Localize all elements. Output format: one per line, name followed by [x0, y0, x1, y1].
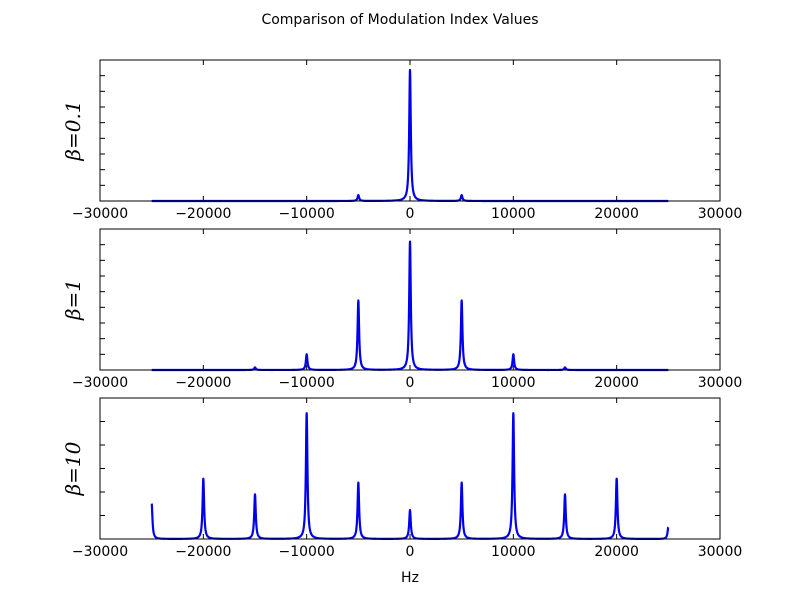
- x-tick-label: 10000: [491, 375, 536, 391]
- x-tick-label: 20000: [594, 375, 639, 391]
- subplot-3: −30000 −20000 −10000 0 10000 20000 30000 β=10: [61, 397, 743, 560]
- x-tick-label: −10000: [279, 206, 335, 222]
- x-tick-label: 0: [406, 206, 415, 222]
- x-tick-label: −20000: [175, 375, 231, 391]
- figure-title: Comparison of Modulation Index Values: [261, 12, 538, 28]
- x-tick-label: 0: [406, 375, 415, 391]
- spectrum-series-line: [150, 412, 670, 541]
- x-tick-label: 30000: [698, 544, 743, 560]
- axes-frame: [99, 397, 721, 540]
- x-tick-label: 10000: [491, 206, 536, 222]
- subplot-2: −30000 −20000 −10000 0 10000 20000 30000 β=1: [61, 228, 743, 391]
- x-tick-label: 20000: [594, 544, 639, 560]
- x-tick-label: −10000: [279, 544, 335, 560]
- x-tick-label: −30000: [72, 375, 128, 391]
- x-axis-label: Hz: [401, 570, 419, 586]
- x-tick-label: 30000: [698, 375, 743, 391]
- x-tick-label: −20000: [175, 544, 231, 560]
- axes-frame: [99, 59, 721, 202]
- x-tick-label: −30000: [72, 544, 128, 560]
- x-tick-label: −30000: [72, 206, 128, 222]
- subplots: −30000 −20000 −10000 0 10000 20000 30000β=0.1−…: [61, 59, 743, 560]
- subplot-1: −30000 −20000 −10000 0 10000 20000 30000 β=0.1: [61, 59, 743, 222]
- y-axis-label: β=10: [61, 441, 85, 496]
- y-axis-label: β=0.1: [61, 100, 85, 161]
- x-tick-label: 0: [406, 544, 415, 560]
- x-tick-label: 20000: [594, 206, 639, 222]
- axes-frame: [99, 228, 721, 371]
- x-tick-label: 30000: [698, 206, 743, 222]
- y-axis-label: β=1: [61, 279, 85, 321]
- x-tick-label: −20000: [175, 206, 231, 222]
- x-tick-label: −10000: [279, 375, 335, 391]
- x-tick-label: 10000: [491, 544, 536, 560]
